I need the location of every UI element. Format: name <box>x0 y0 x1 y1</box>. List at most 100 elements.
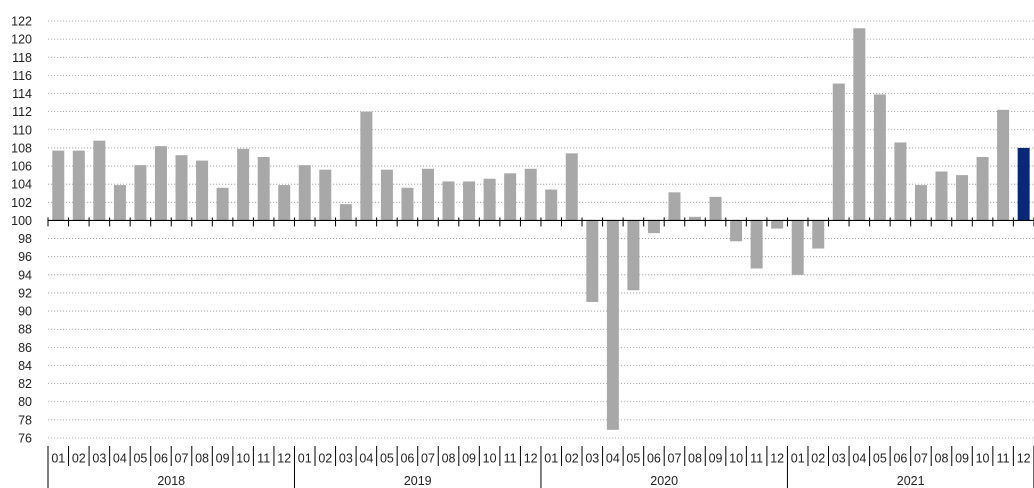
y-tick-label: 108 <box>11 141 32 155</box>
year-labels: 2018 2019 2020 2021 <box>157 474 924 488</box>
bar <box>237 148 250 221</box>
y-tick-label: 88 <box>18 323 32 337</box>
x-axis <box>47 217 1034 488</box>
bar <box>401 187 414 221</box>
x-tick-label: 08 <box>688 452 702 466</box>
bar <box>298 165 311 221</box>
x-tick-label: 09 <box>216 452 230 466</box>
y-tick-label: 106 <box>11 160 32 174</box>
bar <box>278 185 291 221</box>
y-tick-label: 114 <box>12 87 32 101</box>
y-tick-label: 96 <box>18 250 32 264</box>
x-tick-label: 05 <box>626 452 640 466</box>
bar <box>545 189 558 221</box>
bar <box>524 168 537 221</box>
x-axis-tick-labels: 01 02 03 04 05 06 07 08 09 10 11 12 01 02 03 04 05 06 07 08… <box>51 452 1030 466</box>
x-tick-label: 12 <box>524 452 538 466</box>
bar <box>894 142 907 221</box>
bar <box>689 216 702 221</box>
y-tick-label: 80 <box>18 395 32 409</box>
bar <box>175 155 188 221</box>
x-tick-label: 10 <box>236 452 250 466</box>
x-tick-label: 01 <box>791 452 805 466</box>
bar <box>319 169 332 221</box>
bar <box>463 181 476 221</box>
x-tick-label: 09 <box>709 452 723 466</box>
x-tick-label: 02 <box>318 452 332 466</box>
bar <box>668 192 681 221</box>
bar <box>997 109 1010 221</box>
x-tick-label: 07 <box>914 452 928 466</box>
y-tick-label: 112 <box>12 105 32 119</box>
bar <box>52 150 65 221</box>
x-tick-label: 04 <box>359 452 373 466</box>
x-tick-label: 06 <box>647 452 661 466</box>
x-tick-label: 10 <box>483 452 497 466</box>
bar <box>421 168 434 221</box>
year-label: 2018 <box>157 474 185 488</box>
x-tick-label: 10 <box>729 452 743 466</box>
gridlines <box>48 20 1034 439</box>
x-tick-label: 11 <box>257 452 270 466</box>
x-tick-label: 03 <box>585 452 599 466</box>
bar <box>483 178 496 221</box>
year-label: 2020 <box>650 474 678 488</box>
x-tick-label: 11 <box>504 452 517 466</box>
bar <box>113 185 126 221</box>
bar <box>196 160 209 221</box>
x-tick-label: 11 <box>997 452 1010 466</box>
x-tick-label: 04 <box>852 452 866 466</box>
x-tick-label: 01 <box>298 452 312 466</box>
x-tick-label: 09 <box>955 452 969 466</box>
bar <box>750 220 763 269</box>
x-tick-label: 07 <box>668 452 682 466</box>
bar <box>935 171 948 221</box>
bar <box>442 181 455 221</box>
x-tick-label: 02 <box>811 452 825 466</box>
bar <box>216 187 229 221</box>
x-tick-label: 11 <box>750 452 763 466</box>
x-tick-label: 10 <box>976 452 990 466</box>
y-tick-label: 120 <box>11 33 32 47</box>
y-tick-label: 90 <box>18 305 32 319</box>
y-tick-label: 100 <box>11 214 32 228</box>
bar <box>791 220 804 275</box>
x-tick-label: 04 <box>606 452 620 466</box>
x-tick-label: 06 <box>154 452 168 466</box>
y-tick-label: 86 <box>18 341 32 355</box>
bar <box>565 153 578 221</box>
x-tick-label: 03 <box>92 452 106 466</box>
bar <box>976 156 989 221</box>
bar <box>257 156 270 221</box>
bar <box>586 220 599 303</box>
bar <box>339 204 352 221</box>
x-tick-label: 05 <box>133 452 147 466</box>
y-tick-label: 82 <box>18 377 32 391</box>
year-label: 2019 <box>404 474 432 488</box>
x-tick-label: 01 <box>544 452 558 466</box>
x-tick-label: 08 <box>935 452 949 466</box>
bar <box>853 28 866 221</box>
bar <box>380 169 393 221</box>
x-tick-label: 03 <box>832 452 846 466</box>
x-tick-label: 12 <box>770 452 784 466</box>
x-tick-label: 12 <box>277 452 291 466</box>
bar <box>1017 147 1030 221</box>
y-tick-label: 92 <box>18 286 32 300</box>
x-tick-label: 04 <box>113 452 127 466</box>
y-tick-label: 116 <box>12 69 32 83</box>
x-tick-label: 08 <box>195 452 209 466</box>
x-tick-label: 07 <box>421 452 435 466</box>
bar <box>504 173 517 221</box>
bar <box>647 220 660 234</box>
bar <box>730 220 743 242</box>
bar <box>606 220 619 430</box>
x-tick-label: 05 <box>380 452 394 466</box>
bar <box>627 220 640 291</box>
y-tick-label: 94 <box>18 268 32 282</box>
y-tick-label: 102 <box>11 196 32 210</box>
x-tick-label: 03 <box>339 452 353 466</box>
x-tick-label: 01 <box>51 452 65 466</box>
bar <box>873 94 886 221</box>
